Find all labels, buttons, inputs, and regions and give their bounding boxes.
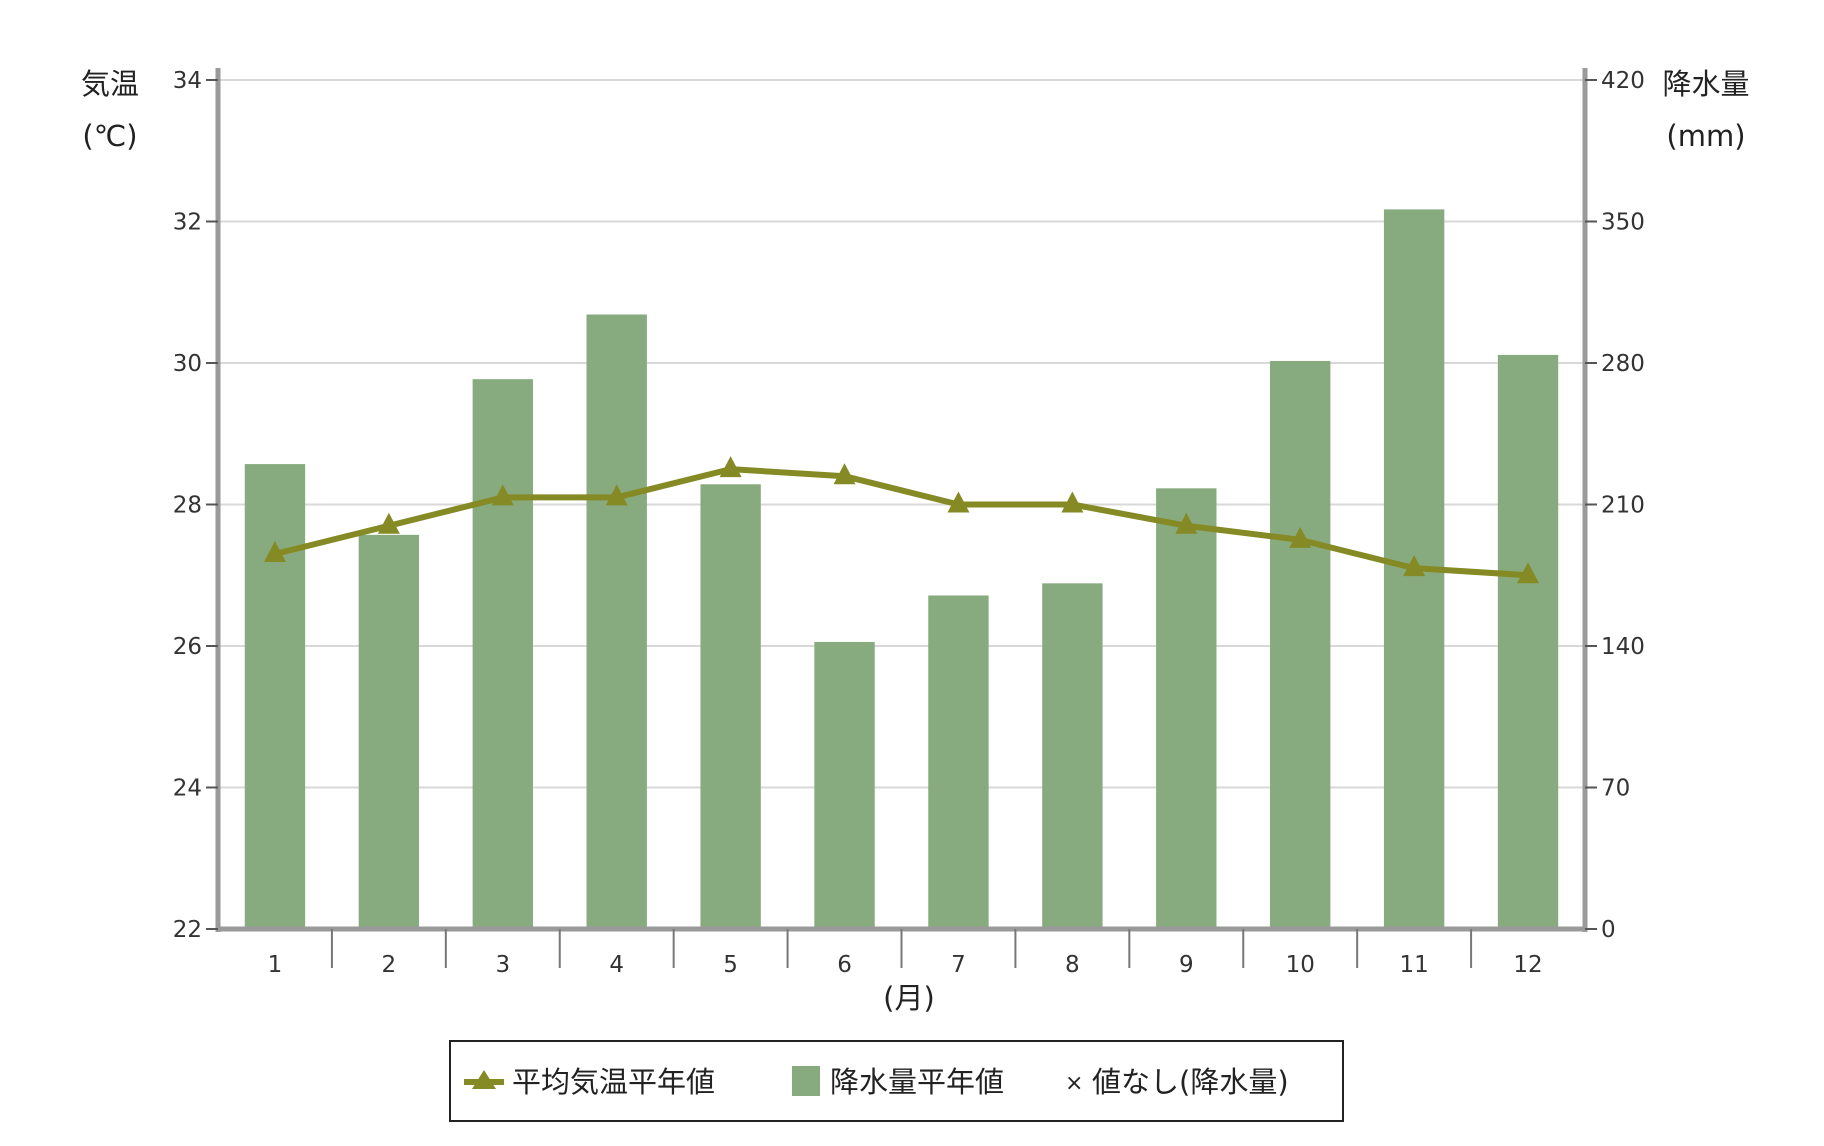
legend-item-precipitation: 降水量平年値 bbox=[792, 1065, 1004, 1099]
temperature-point-5 bbox=[719, 456, 742, 478]
temperature-point-2 bbox=[377, 512, 400, 534]
y-right-tick-label: 420 bbox=[1601, 68, 1645, 94]
y-left-tick-label: 28 bbox=[173, 493, 202, 519]
y-right-tick-label: 280 bbox=[1601, 351, 1645, 377]
precipitation-bar-5 bbox=[700, 484, 761, 929]
x-tick-label-11: 11 bbox=[1399, 952, 1428, 978]
x-tick-label-5: 5 bbox=[723, 952, 738, 978]
y-right-tick-label: 140 bbox=[1601, 634, 1645, 660]
y-left-label-line2: (℃) bbox=[82, 119, 137, 153]
y-right-label-line1: 降水量 bbox=[1662, 67, 1749, 101]
temperature-point-7 bbox=[947, 491, 970, 513]
grid-lines bbox=[218, 79, 1585, 789]
precipitation-bars bbox=[244, 209, 1559, 930]
temperature-series-line bbox=[274, 466, 1529, 579]
precipitation-bar-4 bbox=[586, 314, 647, 929]
legend-item-temperature: 平均気温平年値 bbox=[464, 1065, 715, 1099]
temperature-point-1 bbox=[263, 541, 286, 563]
x-tick-label-2: 2 bbox=[382, 952, 397, 978]
legend: 平均気温平年値 降水量平年値 × 値なし(降水量) bbox=[449, 1040, 1344, 1122]
precipitation-bar-1 bbox=[244, 464, 306, 929]
legend-label-no-value: 値なし(降水量) bbox=[1092, 1065, 1289, 1099]
y-left-tick-label: 24 bbox=[173, 776, 202, 802]
y-left-tick-label: 34 bbox=[173, 68, 202, 94]
legend-box bbox=[449, 1040, 1344, 1122]
y-left-tick-label: 30 bbox=[173, 351, 202, 377]
y-right-tick-label: 70 bbox=[1601, 776, 1630, 802]
y-left-tick-label: 22 bbox=[173, 917, 202, 943]
precipitation-bar-9 bbox=[1156, 488, 1217, 929]
temperature-point-11 bbox=[1403, 555, 1426, 577]
axes bbox=[206, 68, 1597, 968]
precipitation-bar-12 bbox=[1497, 354, 1559, 929]
x-axis-label: (月) bbox=[883, 981, 935, 1015]
triangle-marker-icon bbox=[472, 1070, 496, 1089]
y-left-tick-label: 26 bbox=[173, 634, 202, 660]
y-right-tick-label: 0 bbox=[1601, 917, 1616, 943]
precipitation-bar-3 bbox=[472, 379, 533, 930]
x-tick-label-3: 3 bbox=[495, 952, 510, 978]
y-right-tick-label: 210 bbox=[1601, 493, 1645, 519]
temperature-point-10 bbox=[1289, 526, 1312, 548]
precipitation-bar-8 bbox=[1042, 583, 1103, 929]
temperature-point-4 bbox=[605, 484, 628, 506]
legend-label-precipitation: 降水量平年値 bbox=[830, 1065, 1004, 1099]
x-tick-label-12: 12 bbox=[1513, 952, 1542, 978]
x-tick-label-7: 7 bbox=[951, 952, 966, 978]
y-right-tick-label: 350 bbox=[1601, 210, 1645, 236]
x-tick-label-10: 10 bbox=[1286, 952, 1315, 978]
temperature-point-9 bbox=[1175, 512, 1198, 534]
x-tick-label-1: 1 bbox=[268, 952, 283, 978]
precipitation-bar-2 bbox=[358, 534, 420, 929]
temperature-point-3 bbox=[491, 484, 514, 506]
precipitation-bar-10 bbox=[1270, 360, 1331, 929]
temperature-point-8 bbox=[1061, 491, 1084, 513]
y-left-tick-label: 32 bbox=[173, 210, 202, 236]
legend-label-temperature: 平均気温平年値 bbox=[512, 1065, 715, 1099]
temperature-point-6 bbox=[833, 463, 856, 485]
temperature-point-12 bbox=[1517, 562, 1540, 584]
cross-marker-icon: × bbox=[1065, 1071, 1083, 1096]
x-tick-label-9: 9 bbox=[1179, 952, 1194, 978]
x-tick-label-6: 6 bbox=[837, 952, 852, 978]
legend-item-no-value: × 値なし(降水量) bbox=[1065, 1065, 1289, 1099]
precipitation-bar-6 bbox=[814, 641, 875, 929]
temperature-line bbox=[263, 456, 1540, 584]
legend-square-swatch bbox=[792, 1066, 820, 1096]
x-tick-label-4: 4 bbox=[609, 952, 624, 978]
precipitation-bar-7 bbox=[928, 595, 989, 929]
y-right-label-line2: (mm) bbox=[1666, 119, 1745, 153]
y-left-label-line1: 気温 bbox=[81, 67, 139, 101]
x-tick-label-8: 8 bbox=[1065, 952, 1080, 978]
